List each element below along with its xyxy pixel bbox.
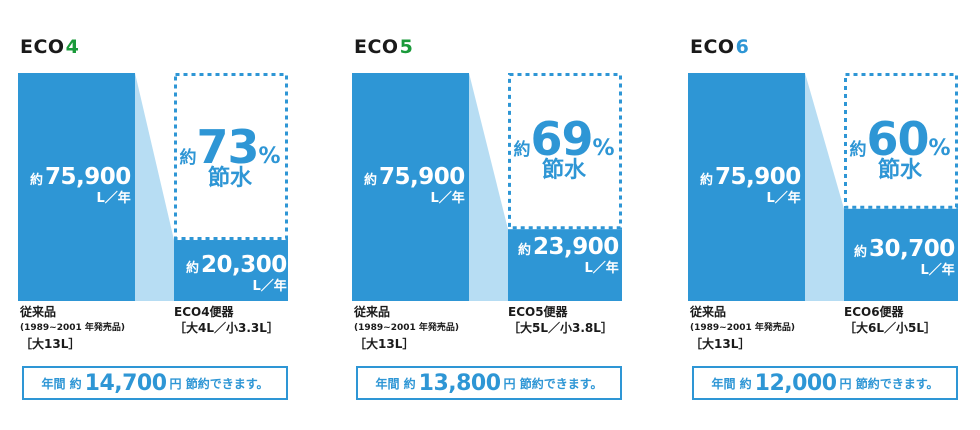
caption-eco: ECO4便器 ［大4L／小3.3L］ [174, 304, 279, 336]
caption-name: 従来品 [354, 305, 391, 319]
savings-label: 約73% 節水 [174, 124, 286, 190]
savings-sign: % [592, 136, 615, 161]
summary-pre: 年間 約 [375, 376, 416, 391]
bar-conventional [18, 73, 135, 301]
value-number: 75,900 [379, 164, 465, 190]
bar-eco [844, 208, 958, 301]
caption-spec: ［大13L］ [690, 337, 751, 351]
value-unit: L／年 [430, 191, 465, 206]
title-number: 4 [65, 36, 80, 58]
summary-pre: 年間 約 [711, 376, 752, 391]
value-number: 75,900 [45, 164, 131, 190]
savings-outline [508, 73, 622, 230]
value-prefix: 約 [854, 245, 868, 260]
savings-sign: % [258, 144, 281, 169]
value-prefix: 約 [518, 243, 532, 258]
caption-spec: ［大13L］ [354, 337, 415, 351]
annual-savings-box: 年間 約 12,000 円 節約できます。 [692, 366, 958, 400]
chart-panel-eco5: ECO5 約75,900 L／年 約23,900 L／年 約69% 節水 従来品… [352, 0, 642, 430]
summary-amount: 14,700 [84, 370, 167, 396]
value-prefix: 約 [364, 173, 378, 188]
chart-title: ECO4 [20, 36, 79, 58]
savings-percent: 73 [196, 120, 259, 174]
caption-name: ECO6便器 [844, 305, 904, 319]
chart-title: ECO6 [690, 36, 749, 58]
savings-outline [844, 73, 958, 209]
value-unit: L／年 [584, 261, 619, 276]
caption-conventional: 従来品 (1989~2001 年発売品) ［大13L］ [354, 304, 459, 352]
caption-eco: ECO6便器 ［大6L／小5L］ [844, 304, 936, 336]
caption-conventional: 従来品 (1989~2001 年発売品) ［大13L］ [20, 304, 125, 352]
value-unit: L／年 [766, 191, 801, 206]
chart-panel-eco6: ECO6 約75,900 L／年 約30,700 L／年 約60% 節水 従来品… [688, 0, 978, 430]
value-number: 30,700 [869, 236, 955, 262]
value-unit: L／年 [96, 191, 131, 206]
bar-plot [688, 73, 958, 301]
caption-years: (1989~2001 年発売品) [20, 323, 125, 333]
caption-name: 従来品 [690, 305, 727, 319]
caption-years: (1989~2001 年発売品) [690, 323, 795, 333]
bar-eco [508, 229, 622, 301]
savings-prefix: 約 [179, 148, 197, 168]
savings-percent: 69 [530, 112, 593, 166]
caption-spec: ［大5L／小3.8L］ [508, 321, 613, 335]
value-label-eco: 約30,700 L／年 [854, 236, 955, 278]
caption-name: ECO5便器 [508, 305, 568, 319]
reduction-shade [469, 73, 508, 301]
value-prefix: 約 [700, 173, 714, 188]
summary-amount: 13,800 [418, 370, 501, 396]
value-number: 75,900 [715, 164, 801, 190]
savings-word: 節水 [541, 158, 586, 183]
title-number: 6 [735, 36, 750, 58]
reduction-shade [135, 73, 174, 301]
value-unit: L／年 [920, 263, 955, 278]
caption-spec: ［大4L／小3.3L］ [174, 321, 279, 335]
caption-conventional: 従来品 (1989~2001 年発売品) ［大13L］ [690, 304, 795, 352]
summary-post: 円 節約できます。 [503, 376, 603, 391]
savings-prefix: 約 [849, 140, 867, 160]
value-label-conventional: 約75,900 L／年 [364, 164, 465, 206]
savings-word: 節水 [207, 166, 252, 191]
savings-sign: % [928, 136, 951, 161]
annual-savings-box: 年間 約 13,800 円 節約できます。 [356, 366, 622, 400]
value-prefix: 約 [30, 173, 44, 188]
caption-name: 従来品 [20, 305, 57, 319]
bar-eco [174, 240, 288, 301]
value-unit: L／年 [252, 279, 287, 294]
title-prefix: ECO [690, 36, 735, 58]
value-label-conventional: 約75,900 L／年 [30, 164, 131, 206]
savings-word: 節水 [877, 158, 922, 183]
summary-amount: 12,000 [754, 370, 837, 396]
chart-panel-eco4: ECO4 約75,900 L／年 約20,300 L／年 約73% 節水 従来品… [18, 0, 308, 430]
title-number: 5 [399, 36, 414, 58]
savings-label: 約60% 節水 [844, 116, 956, 182]
bar-conventional [352, 73, 469, 301]
savings-prefix: 約 [513, 140, 531, 160]
value-label-eco: 約20,300 L／年 [186, 252, 287, 294]
value-prefix: 約 [186, 261, 200, 276]
caption-years: (1989~2001 年発売品) [354, 323, 459, 333]
savings-outline [174, 73, 288, 241]
value-label-conventional: 約75,900 L／年 [700, 164, 801, 206]
summary-post: 円 節約できます。 [839, 376, 939, 391]
title-prefix: ECO [354, 36, 399, 58]
summary-post: 円 節約できます。 [169, 376, 269, 391]
value-number: 20,300 [201, 252, 287, 278]
annual-savings-box: 年間 約 14,700 円 節約できます。 [22, 366, 288, 400]
bar-plot [18, 73, 288, 301]
chart-title: ECO5 [354, 36, 413, 58]
title-prefix: ECO [20, 36, 65, 58]
bar-conventional [688, 73, 805, 301]
reduction-shade [805, 73, 844, 301]
caption-name: ECO4便器 [174, 305, 234, 319]
savings-label: 約69% 節水 [508, 116, 620, 182]
savings-percent: 60 [866, 112, 929, 166]
summary-pre: 年間 約 [41, 376, 82, 391]
value-label-eco: 約23,900 L／年 [518, 234, 619, 276]
value-number: 23,900 [533, 234, 619, 260]
bar-plot [352, 73, 622, 301]
caption-spec: ［大6L／小5L］ [844, 321, 936, 335]
caption-eco: ECO5便器 ［大5L／小3.8L］ [508, 304, 613, 336]
caption-spec: ［大13L］ [20, 337, 81, 351]
